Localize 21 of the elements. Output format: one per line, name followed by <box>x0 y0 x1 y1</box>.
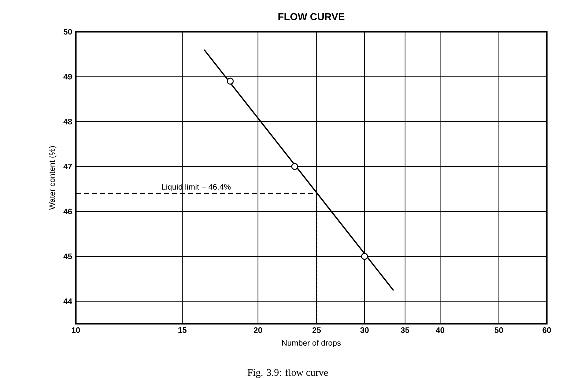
y-axis-title: Water content (%) <box>49 146 57 210</box>
y-tick-label: 46 <box>64 208 72 215</box>
x-tick-label: 30 <box>360 328 369 334</box>
y-tick-label: 50 <box>64 29 72 35</box>
ref-line-label: Liquid limit = 46.4% <box>162 184 231 192</box>
y-tick-label: 45 <box>64 254 72 260</box>
x-tick-label: 35 <box>401 328 410 334</box>
chart-title: FLOW CURVE <box>278 13 345 20</box>
x-tick-label: 10 <box>72 328 80 334</box>
x-tick-label: 20 <box>254 328 262 334</box>
x-tick-label: 15 <box>178 328 187 334</box>
y-tick-label: 49 <box>64 74 72 80</box>
caption: Fig. 3.9: flow curve <box>248 368 328 378</box>
y-tick-label: 47 <box>64 164 72 170</box>
x-tick-label: 40 <box>436 328 445 334</box>
x-axis-title: Number of drops <box>282 340 341 348</box>
y-tick-label: 48 <box>64 119 72 125</box>
x-tick-label: 50 <box>494 328 504 334</box>
x-tick-label: 60 <box>542 328 552 334</box>
x-tick-label: 25 <box>312 328 322 334</box>
y-tick-label: 44 <box>64 298 72 304</box>
